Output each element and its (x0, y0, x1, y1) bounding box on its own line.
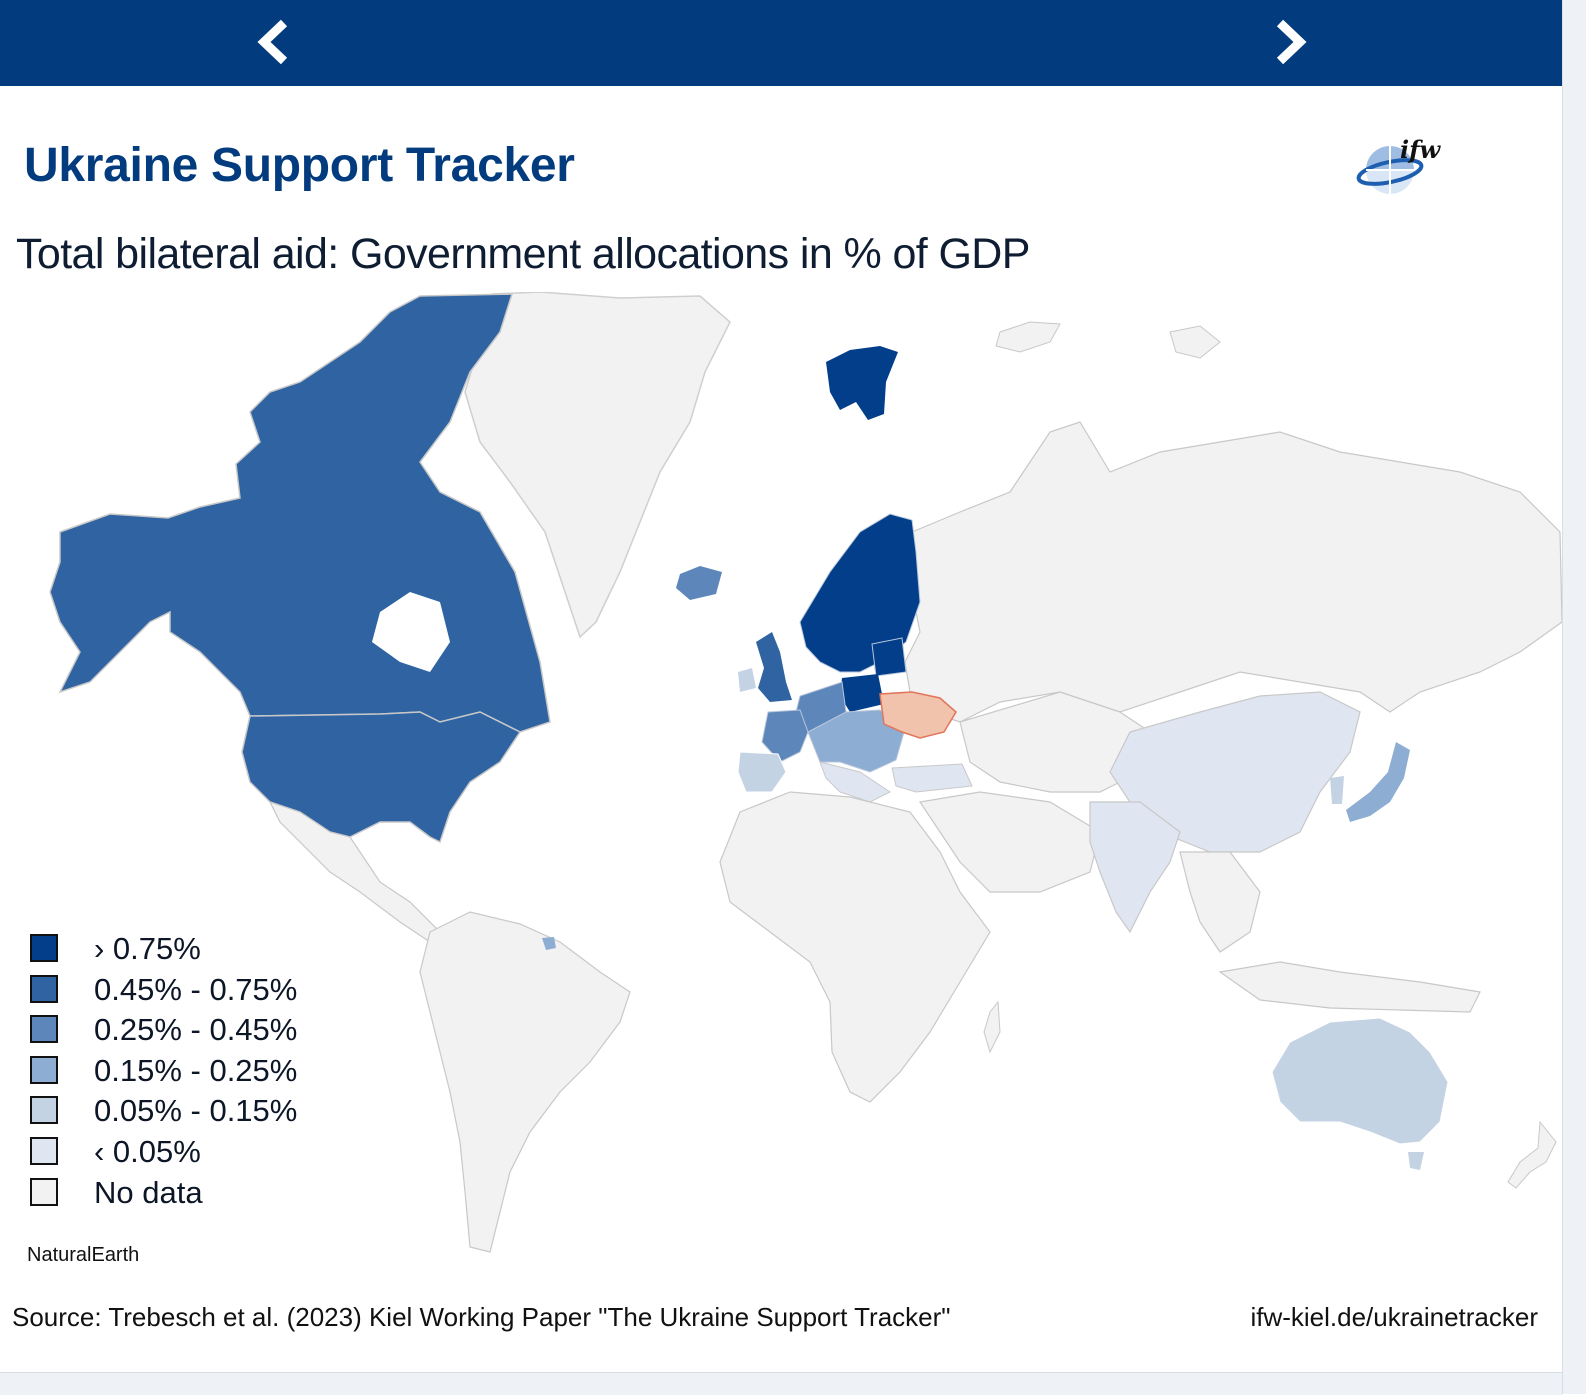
legend-label: › 0.75% (94, 931, 201, 966)
legend-label: ‹ 0.05% (94, 1133, 201, 1169)
region-india (1089, 801, 1181, 934)
chevron-left-icon (257, 19, 288, 65)
region-france (761, 709, 809, 763)
legend-label: 0.25% - 0.45% (94, 1012, 298, 1048)
region-united-kingdom (756, 632, 792, 702)
region-indonesia (1218, 961, 1481, 1013)
previous-button[interactable] (244, 12, 304, 72)
region-africa (719, 791, 991, 1103)
region-australia (1271, 1017, 1449, 1145)
region-iceland (676, 566, 722, 600)
region-southeast-asia (1179, 851, 1261, 953)
legend-swatch (30, 1015, 58, 1044)
legend-label: No data (94, 1174, 203, 1210)
region-arctic-islands (995, 321, 1061, 353)
ifw-logo: ifw (1356, 135, 1441, 194)
region-arctic-islands-2 (1169, 325, 1221, 359)
region-madagascar (983, 1000, 1001, 1054)
map-subtitle: Total bilateral aid: Government allocati… (16, 230, 1030, 278)
next-button[interactable] (1260, 12, 1320, 72)
tracker-link[interactable]: ifw-kiel.de/ukrainetracker (1250, 1302, 1538, 1332)
scrollbar-track[interactable] (1562, 0, 1586, 1394)
legend-swatch (30, 1055, 58, 1084)
region-middle-east (918, 791, 1101, 893)
world-choropleth-map (49, 292, 1562, 1253)
region-nordics (799, 513, 921, 673)
region-ukraine (879, 691, 957, 739)
region-greenland (464, 292, 731, 639)
region-svalbard (826, 346, 898, 420)
legend-swatch (30, 1096, 58, 1125)
region-turkey (891, 763, 973, 793)
region-tasmania (1408, 1152, 1424, 1170)
legend-label: 0.45% - 0.75% (94, 971, 298, 1007)
legend-swatch (30, 1177, 58, 1206)
region-central-europe (807, 709, 905, 773)
region-canada (49, 293, 551, 733)
legend-swatch (30, 934, 58, 962)
source-citation: Source: Trebesch et al. (2023) Kiel Work… (12, 1302, 951, 1332)
region-russia (904, 421, 1562, 723)
legend-swatch (30, 1136, 58, 1165)
region-baltics (871, 637, 907, 677)
region-new-zealand (1507, 1120, 1557, 1189)
map-credit: NaturalEarth (27, 1244, 140, 1266)
svg-text:ifw: ifw (1400, 135, 1441, 164)
top-navigation-bar (0, 0, 1562, 86)
region-poland (840, 674, 884, 712)
legend-swatch (30, 974, 58, 1003)
region-hudson-bay (372, 592, 450, 672)
legend-label: 0.15% - 0.25% (94, 1052, 298, 1088)
region-south-america (419, 911, 631, 1253)
legend-label: 0.05% - 0.15% (94, 1093, 298, 1129)
chevron-right-icon (1276, 19, 1307, 65)
bottom-edge (0, 1372, 1562, 1395)
page-title: Ukraine Support Tracker (24, 139, 575, 192)
region-korea (1330, 776, 1344, 804)
region-ireland (738, 668, 756, 692)
region-iberia (737, 751, 787, 793)
region-japan (1346, 742, 1410, 822)
region-suriname (542, 937, 556, 950)
